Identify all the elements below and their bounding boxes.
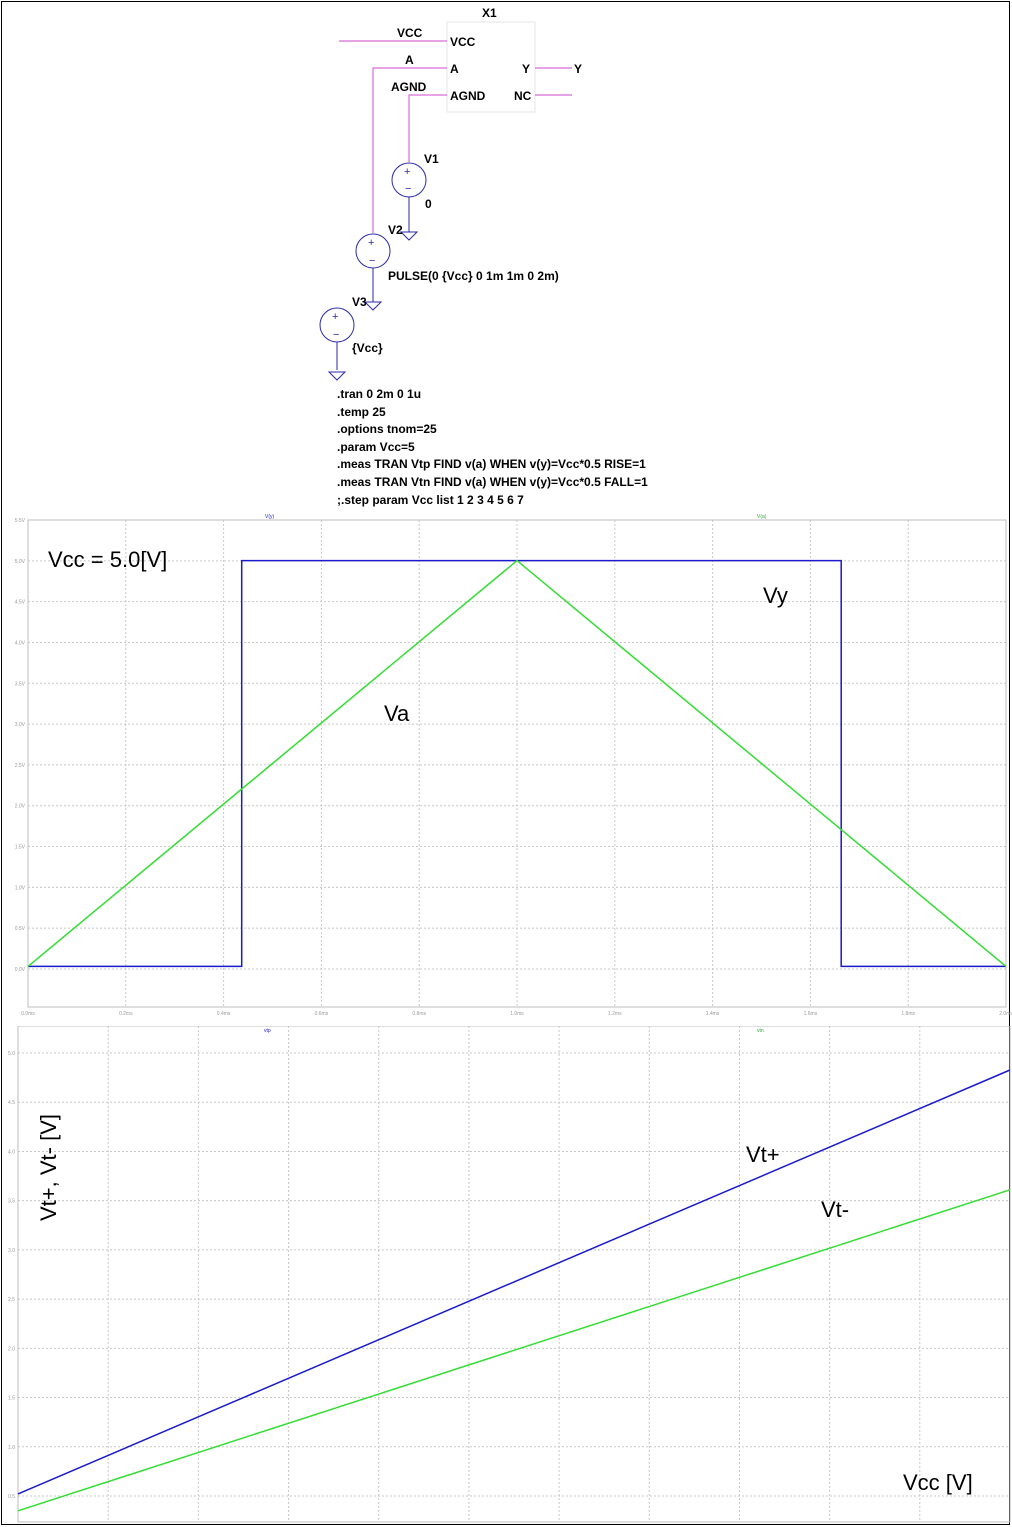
chart2-ytick-label: 5.0 — [8, 1051, 15, 1057]
label-vcc: VCC — [397, 26, 423, 40]
v2-value: PULSE(0 {Vcc} 0 1m 1m 0 2m) — [388, 269, 559, 283]
chart2-x-axis-label: Vcc [V] — [903, 1470, 973, 1495]
pin-nc: NC — [514, 89, 532, 103]
chart1-xtick-label: 2.0ms — [999, 1011, 1012, 1017]
threshold-vs-vcc-chart[interactable]: 1.01.52.02.53.03.54.04.55.05.56.07.00.51… — [0, 1026, 1012, 1526]
v3-ground-icon — [327, 371, 347, 381]
pin-vcc: VCC — [450, 35, 476, 49]
v1-plus-icon: + — [404, 166, 410, 178]
chart2-grid — [17, 1026, 1011, 1523]
chart2-series-label-vtp: Vt+ — [746, 1142, 780, 1167]
chart2-legend-vtn: vtn — [757, 1028, 764, 1034]
chart1-xtick-label: 1.6ms — [804, 1011, 818, 1017]
pin-y: Y — [522, 62, 530, 76]
chart1-xtick-label: 1.8ms — [901, 1011, 915, 1017]
chart1-series-label-vy: Vy — [763, 583, 788, 608]
v2-minus-icon: − — [369, 255, 375, 267]
chart1-series-va[interactable] — [27, 559, 1007, 967]
chart1-ytick-label: 4.5V — [15, 600, 26, 606]
transient-waveform-chart[interactable]: 0.0ms 0.2ms 0.4ms 0.6ms 0.8ms 1.0ms 1.2ms 1.4ms… — [0, 512, 1012, 1027]
chart1-ytick-label: 2.0V — [15, 804, 26, 810]
chart2-plot-area — [17, 1026, 1011, 1523]
directive-line: .tran 0 2m 0 1u — [337, 387, 421, 401]
chart1-tick-labels: 0.0ms 0.2ms 0.4ms 0.6ms 0.8ms 1.0ms 1.2ms 1.4ms… — [15, 518, 1012, 1017]
pin-agnd: AGND — [450, 89, 486, 103]
directive-line: .meas TRAN Vtn FIND v(a) WHEN v(y)=Vcc*0… — [337, 475, 648, 489]
chart1-legend-va: V(a) — [757, 514, 767, 520]
v3-minus-icon: − — [333, 329, 339, 341]
v1-value: 0 — [425, 197, 432, 211]
chart2-series-vt-[interactable] — [17, 1069, 1011, 1495]
chart1-series-vy[interactable] — [28, 559, 1006, 968]
pin-a: A — [450, 62, 459, 76]
chart2-ytick-label: 0.5 — [8, 1494, 15, 1500]
v2-plus-icon: + — [368, 237, 374, 249]
chart1-ytick-label: 4.0V — [15, 640, 26, 646]
chart2-ytick-label: 4.5 — [8, 1100, 15, 1106]
chart2-series-vt-[interactable] — [17, 1189, 1011, 1512]
chart1-ytick-label: 3.0V — [15, 722, 26, 728]
chart1-ytick-label: 1.0V — [15, 885, 26, 891]
chart2-ytick-label: 2.0 — [8, 1346, 15, 1352]
wire-a[interactable] — [372, 67, 447, 233]
v1-name: V1 — [424, 152, 439, 166]
chart1-grid — [27, 519, 1007, 1008]
chart1-xtick-label: 0.4ms — [217, 1011, 231, 1017]
chart1-legend-vy: V(y) — [265, 514, 275, 520]
v3-value: {Vcc} — [352, 341, 383, 355]
chart1-ytick-label: 3.5V — [15, 681, 26, 687]
chart2-ytick-label: 4.0 — [8, 1149, 15, 1155]
chart1-xtick-label: 0.2ms — [119, 1011, 133, 1017]
chart1-series — [27, 559, 1007, 968]
v2-ground-icon — [363, 301, 383, 311]
chart1-xtick-label: 1.0ms — [510, 1011, 524, 1017]
label-a: A — [405, 53, 414, 67]
chart1-xtick-label: 0.8ms — [412, 1011, 426, 1017]
chart1-xtick-label: 0.6ms — [315, 1011, 329, 1017]
schematic: X1 VCC A AGND Y NC VCC A AGND Y + − V1 0… — [319, 6, 648, 507]
v1-minus-icon: − — [405, 183, 411, 195]
v2-name: V2 — [388, 223, 403, 237]
chart2-tick-labels: 1.01.52.02.53.03.54.04.55.05.56.07.00.51… — [8, 1051, 15, 1500]
label-agnd: AGND — [391, 80, 427, 94]
chart2-ytick-label: 2.5 — [8, 1297, 15, 1303]
chart1-ytick-label: 5.0V — [15, 559, 26, 565]
chart1-ytick-label: 1.5V — [15, 845, 26, 851]
v1-ground-icon — [399, 231, 419, 241]
directive-line: ;.step param Vcc list 1 2 3 4 5 6 7 — [337, 493, 524, 507]
chart1-xtick-label: 0.0ms — [21, 1011, 35, 1017]
chart1-ytick-label: 2.5V — [15, 763, 26, 769]
chart1-annotation: Vcc = 5.0[V] — [48, 547, 167, 572]
label-y-out: Y — [574, 62, 582, 76]
x1-component-box[interactable] — [446, 21, 536, 113]
chart1-ytick-label: 0.0V — [15, 967, 26, 973]
chart1-ytick-label: 5.5V — [15, 518, 26, 524]
v3-plus-icon: + — [332, 311, 338, 323]
chart2-ytick-label: 3.5 — [8, 1199, 15, 1205]
wire-agnd[interactable] — [408, 94, 447, 162]
x1-name: X1 — [482, 6, 497, 20]
chart2-ytick-label: 3.0 — [8, 1248, 15, 1254]
chart2-ytick-label: 1.5 — [8, 1396, 15, 1402]
directive-line: .meas TRAN Vtp FIND v(a) WHEN v(y)=Vcc*0… — [337, 457, 646, 471]
chart2-y-axis-label: Vt+, Vt- [V] — [36, 1114, 61, 1221]
chart2-legend-vtp: vtp — [264, 1028, 271, 1034]
directive-line: .param Vcc=5 — [337, 440, 415, 454]
directive-line: .options tnom=25 — [337, 422, 437, 436]
chart1-series-label-va: Va — [384, 701, 410, 726]
v3-name: V3 — [352, 295, 367, 309]
chart2-series-label-vtn: Vt- — [821, 1197, 849, 1222]
spice-directives: .tran 0 2m 0 1u .temp 25 .options tnom=2… — [337, 387, 648, 507]
directive-line: .temp 25 — [337, 405, 386, 419]
chart1-xtick-label: 1.2ms — [608, 1011, 622, 1017]
chart2-ytick-label: 1.0 — [8, 1445, 15, 1451]
chart1-ytick-label: 0.5V — [15, 926, 26, 932]
chart1-xtick-label: 1.4ms — [706, 1011, 720, 1017]
chart2-series — [17, 1069, 1011, 1512]
